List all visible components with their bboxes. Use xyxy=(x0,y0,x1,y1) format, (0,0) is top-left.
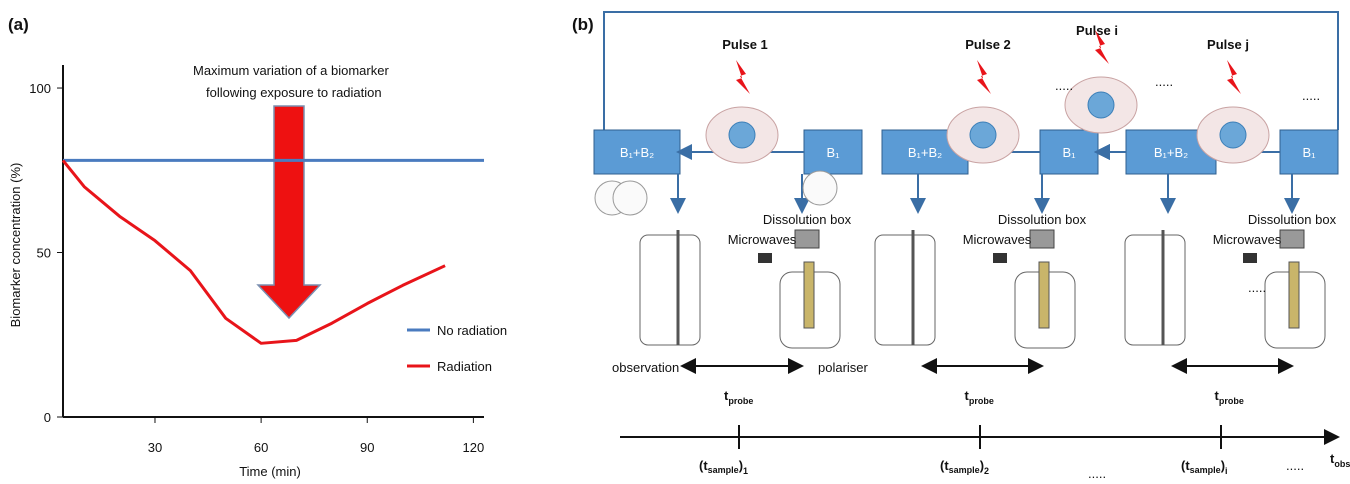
dissolution-label: Dissolution box xyxy=(1248,212,1337,227)
y-tick-label: 100 xyxy=(29,81,51,96)
sub: probe xyxy=(969,396,994,406)
x-tick-label: 60 xyxy=(254,440,268,455)
y-tick-label: 50 xyxy=(37,246,51,261)
index: i xyxy=(1225,466,1228,476)
microwave-source xyxy=(1243,253,1257,263)
box-label: B₁+B₂ xyxy=(1154,145,1188,160)
box-label: B₁+B₂ xyxy=(908,145,942,160)
t-probe: tprobe xyxy=(1215,388,1244,406)
panel-label: (a) xyxy=(8,15,29,34)
insert xyxy=(1289,262,1299,328)
dissolution-box xyxy=(1280,230,1304,248)
figure: (a) Maximum variation of a biomarker fol… xyxy=(0,0,1350,479)
box-label: B₁+B₂ xyxy=(620,145,654,160)
microwaves-label: Microwaves xyxy=(728,232,797,247)
sub: sample xyxy=(949,465,980,475)
sample-time: (tsample)i xyxy=(1181,458,1228,476)
sub: sample xyxy=(708,465,739,475)
legend-label: Radiation xyxy=(437,359,492,374)
pulse-label: Pulse j xyxy=(1207,37,1249,52)
nucleus xyxy=(729,122,755,148)
molecule-icon xyxy=(803,171,837,205)
ellipsis: ..... xyxy=(1055,78,1073,93)
dissolution-box xyxy=(795,230,819,248)
microwaves-label: Microwaves xyxy=(963,232,1032,247)
ellipsis: ..... xyxy=(1155,74,1173,89)
annotation: following exposure to radiation xyxy=(206,85,382,100)
ellipsis: ..... xyxy=(1088,466,1106,479)
nucleus xyxy=(1220,122,1246,148)
t-probe: tprobe xyxy=(965,388,994,406)
nucleus xyxy=(970,122,996,148)
ellipsis: ..... xyxy=(1286,458,1304,473)
t-obs: tobs xyxy=(1330,451,1350,469)
sample-time: (tsample)1 xyxy=(699,458,748,476)
x-tick-label: 90 xyxy=(360,440,374,455)
diagram: (b) Pulse 1 Pulse 2 Pulse i Pulse j obse… xyxy=(572,12,1350,479)
series-line xyxy=(63,160,445,343)
spectrometer xyxy=(640,235,700,345)
box-label: B₁ xyxy=(1302,145,1316,160)
sub: probe xyxy=(1219,396,1244,406)
pulse-label: Pulse 2 xyxy=(965,37,1011,52)
annotation: Maximum variation of a biomarker xyxy=(193,63,389,78)
annotation-arrow xyxy=(258,106,320,318)
microwave-source xyxy=(993,253,1007,263)
pulse-bolt xyxy=(736,60,750,94)
spectrometer xyxy=(1125,235,1185,345)
molecule-icon xyxy=(613,181,647,215)
pulse-bolt xyxy=(977,60,991,94)
pulse-bolt xyxy=(1227,60,1241,94)
x-tick-label: 120 xyxy=(463,440,485,455)
ellipsis: ..... xyxy=(1302,88,1320,103)
sample-time: (tsample)2 xyxy=(940,458,989,476)
box-label: B₁ xyxy=(1062,145,1076,160)
spectrometer xyxy=(875,235,935,345)
nucleus xyxy=(1088,92,1114,118)
t-probe: tprobe xyxy=(724,388,753,406)
legend-label: No radiation xyxy=(437,323,507,338)
sub: probe xyxy=(728,396,753,406)
sub: sample xyxy=(1190,465,1221,475)
y-tick-label: 0 xyxy=(44,410,51,425)
ellipsis: ..... xyxy=(1248,280,1266,295)
panel-label: (b) xyxy=(572,15,594,34)
insert xyxy=(804,262,814,328)
sub: obs xyxy=(1334,459,1350,469)
microwave-source xyxy=(758,253,772,263)
dissolution-label: Dissolution box xyxy=(763,212,852,227)
insert xyxy=(1039,262,1049,328)
microwaves-label: Microwaves xyxy=(1213,232,1282,247)
x-axis-label: Time (min) xyxy=(239,464,301,479)
pulse-label: Pulse 1 xyxy=(722,37,768,52)
dissolution-box xyxy=(1030,230,1054,248)
y-axis-label: Biomarker concentration (%) xyxy=(8,163,23,328)
polariser-label: polariser xyxy=(818,360,869,375)
index: 2 xyxy=(984,466,989,476)
index: 1 xyxy=(743,466,748,476)
box-label: B₁ xyxy=(826,145,840,160)
dissolution-label: Dissolution box xyxy=(998,212,1087,227)
observation-label: observation xyxy=(612,360,679,375)
x-tick-label: 30 xyxy=(148,440,162,455)
